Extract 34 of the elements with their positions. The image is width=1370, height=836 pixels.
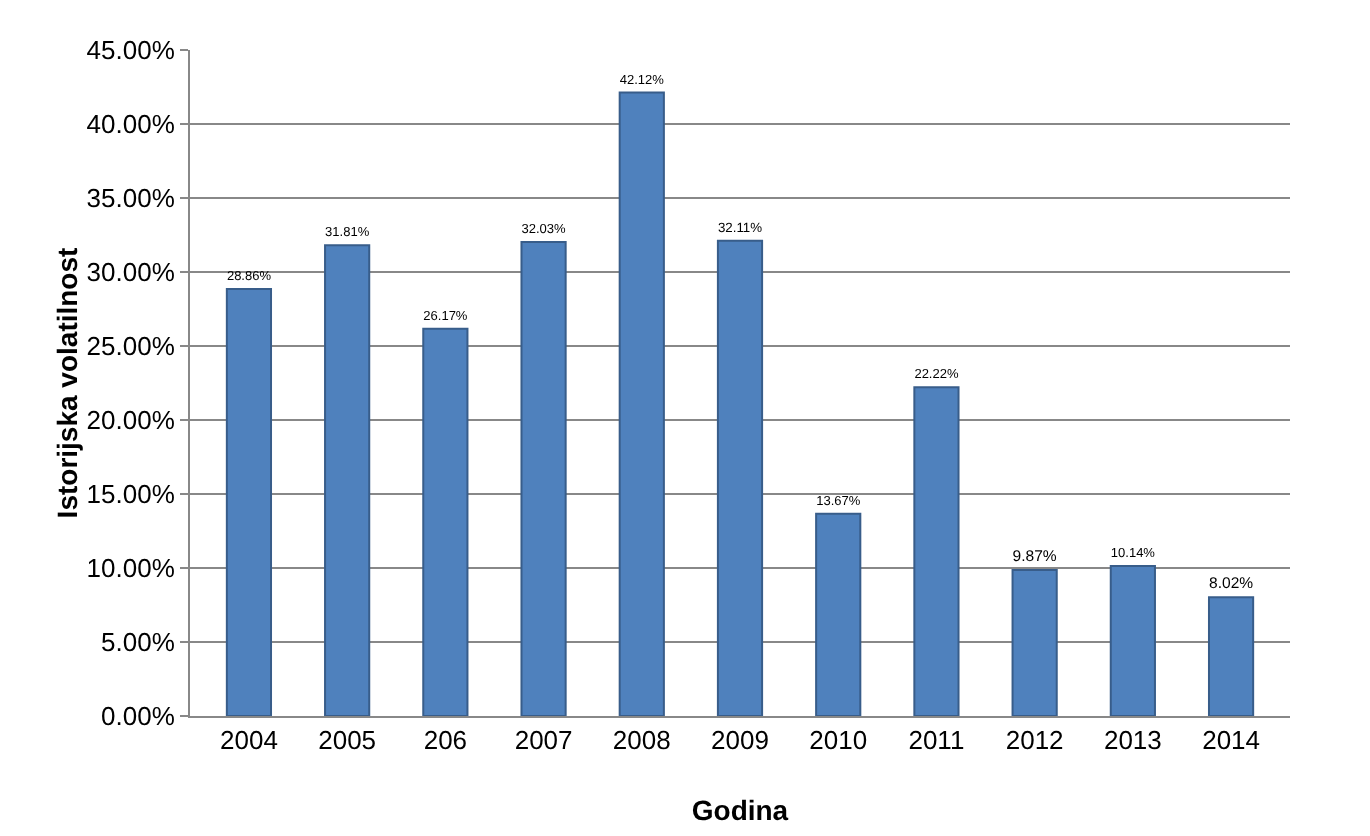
y-tick-label: 25.00% [86, 331, 176, 362]
y-tick-label: 40.00% [86, 109, 176, 140]
bar [913, 386, 960, 716]
bar [1011, 568, 1058, 716]
y-tick-label: 45.00% [86, 35, 176, 66]
bar [815, 512, 862, 716]
x-tick-label: 2009 [711, 725, 769, 756]
bar [225, 287, 273, 716]
y-tick-label: 15.00% [86, 479, 176, 510]
x-tick-label: 206 [423, 725, 468, 756]
x-tick-label: 2013 [1103, 725, 1162, 756]
x-tick-label: 2012 [1005, 725, 1064, 756]
y-tick-label: 35.00% [86, 183, 176, 214]
x-tick-label: 2007 [514, 725, 573, 756]
bar [422, 327, 469, 716]
y-tick-label: 10.00% [86, 553, 176, 584]
y-tick-label: 30.00% [86, 257, 176, 288]
bar [1109, 564, 1156, 716]
bar [1207, 596, 1255, 716]
bar [716, 239, 764, 716]
y-axis-title: Istorijska volatilnost [50, 246, 83, 519]
x-tick-label: 2008 [612, 725, 671, 756]
y-tick-label: 5.00% [101, 627, 176, 658]
x-tick-label: 2004 [220, 725, 278, 756]
y-tick-label: 20.00% [86, 405, 176, 436]
bar [324, 244, 371, 716]
bar [520, 240, 567, 716]
y-tick-label: 0.00% [101, 701, 176, 732]
x-tick-label: 2011 [908, 725, 965, 756]
x-axis-title: Godina [691, 794, 789, 826]
x-tick-label: 2010 [809, 725, 868, 756]
x-tick-label: 2014 [1202, 725, 1260, 756]
x-tick-label: 2005 [318, 725, 377, 756]
bar [618, 91, 665, 716]
